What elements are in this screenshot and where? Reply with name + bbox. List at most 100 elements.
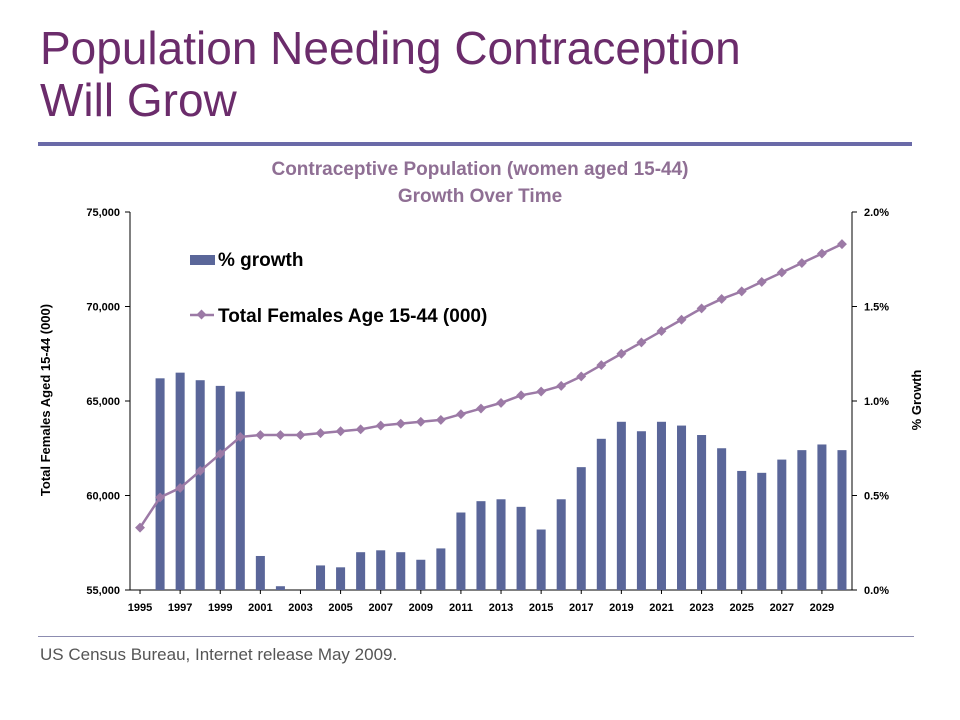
plot-area: 55,000 60,000 65,000 70,000 75,000 0.0% 0.5% 1.… bbox=[86, 207, 889, 614]
total-females-point bbox=[315, 428, 326, 439]
growth-bar bbox=[175, 372, 185, 590]
y-tick-label: 70,000 bbox=[86, 302, 120, 314]
total-females-point bbox=[516, 390, 527, 401]
y2-tick-label: 0.0% bbox=[864, 585, 889, 597]
x-tick-label: 2005 bbox=[328, 602, 352, 614]
legend: % growth Total Females Age 15-44 (000) bbox=[190, 250, 487, 327]
total-females-point bbox=[155, 492, 166, 503]
total-females-point bbox=[716, 293, 727, 304]
growth-bar bbox=[376, 550, 386, 590]
x-tick-label: 2025 bbox=[729, 602, 753, 614]
slide-title: Population Needing Contraception Will Gr… bbox=[40, 22, 920, 126]
x-tick-label: 2017 bbox=[569, 602, 593, 614]
total-females-point bbox=[295, 430, 306, 440]
total-females-point bbox=[175, 482, 186, 493]
total-females-point bbox=[816, 248, 827, 259]
legend-bar-swatch bbox=[190, 255, 215, 265]
growth-bar bbox=[496, 499, 506, 590]
x-tick-label: 1995 bbox=[128, 602, 152, 614]
total-females-point bbox=[636, 337, 647, 348]
growth-bar bbox=[456, 512, 466, 590]
growth-bar bbox=[777, 459, 787, 590]
growth-bar bbox=[235, 391, 245, 590]
total-females-point bbox=[696, 303, 707, 314]
growth-bar bbox=[656, 421, 666, 590]
x-tick-label: 2015 bbox=[529, 602, 553, 614]
x-tick-label: 2011 bbox=[449, 602, 473, 614]
growth-bar bbox=[576, 467, 586, 590]
x-tick-label: 2003 bbox=[288, 602, 312, 614]
total-females-point bbox=[455, 409, 466, 420]
growth-bar bbox=[677, 425, 687, 590]
x-tick-label: 2009 bbox=[409, 602, 433, 614]
contraceptive-population-chart: Contraceptive Population (women aged 15-… bbox=[38, 159, 924, 614]
growth-bar bbox=[837, 450, 847, 590]
growth-bar bbox=[155, 378, 165, 590]
source-note: US Census Bureau, Internet release May 2… bbox=[40, 645, 398, 664]
legend-line-marker bbox=[196, 309, 207, 320]
footer-divider bbox=[38, 636, 914, 637]
growth-bar bbox=[737, 470, 747, 590]
x-tick-label: 2001 bbox=[248, 602, 272, 614]
y2-tick-label: 2.0% bbox=[864, 207, 889, 219]
slide-title-line1: Population Needing Contraception bbox=[40, 22, 741, 74]
total-females-point bbox=[395, 418, 406, 429]
total-females-point bbox=[135, 522, 145, 533]
growth-bar bbox=[215, 385, 225, 590]
total-females-point bbox=[596, 360, 607, 371]
x-tick-label: 1997 bbox=[168, 602, 192, 614]
total-females-point bbox=[776, 267, 787, 278]
y-tick-label: 55,000 bbox=[86, 585, 120, 597]
total-females-point bbox=[837, 239, 847, 250]
y-tick-label: 65,000 bbox=[86, 396, 120, 408]
growth-bar bbox=[195, 380, 205, 590]
growth-bar bbox=[536, 529, 546, 590]
growth-bar bbox=[316, 565, 326, 590]
chart-title-line2: Growth Over Time bbox=[398, 186, 562, 207]
total-females-point bbox=[435, 414, 446, 425]
legend-bar-label: % growth bbox=[218, 250, 304, 271]
y2-tick-label: 0.5% bbox=[864, 491, 889, 503]
y-tick-label: 60,000 bbox=[86, 491, 120, 503]
total-females-point bbox=[796, 258, 807, 268]
growth-bar bbox=[797, 450, 807, 590]
total-females-point bbox=[235, 431, 246, 442]
growth-bar bbox=[817, 444, 827, 590]
y2-tick-label: 1.5% bbox=[864, 302, 889, 314]
growth-bar bbox=[396, 552, 406, 590]
x-tick-label: 2021 bbox=[649, 602, 673, 614]
title-divider bbox=[38, 142, 912, 146]
total-females-point bbox=[375, 420, 386, 431]
total-females-point bbox=[415, 416, 426, 427]
legend-line-label: Total Females Age 15-44 (000) bbox=[218, 306, 487, 327]
total-females-point bbox=[676, 314, 687, 325]
total-females-point bbox=[756, 276, 767, 287]
total-females-line bbox=[138, 242, 843, 529]
growth-bar bbox=[476, 501, 486, 590]
y-axis-label: Total Females Aged 15-44 (000) bbox=[38, 304, 53, 496]
chart-title-line1: Contraceptive Population (women aged 15-… bbox=[271, 159, 688, 180]
growth-bar bbox=[436, 548, 446, 590]
total-females-point bbox=[736, 286, 747, 297]
y2-axis-label: % Growth bbox=[909, 370, 924, 431]
total-females-point bbox=[255, 430, 266, 440]
growth-bar bbox=[596, 438, 606, 590]
total-females-point bbox=[215, 448, 226, 459]
x-tick-label: 1999 bbox=[208, 602, 232, 614]
growth-bar bbox=[616, 421, 626, 590]
total-females-point bbox=[576, 371, 587, 382]
slide-title-line2: Will Grow bbox=[40, 74, 237, 126]
total-females-point bbox=[195, 465, 206, 476]
growth-bar bbox=[255, 555, 265, 590]
growth-bar bbox=[636, 431, 646, 590]
y2-tick-label: 1.0% bbox=[864, 396, 889, 408]
total-females-point bbox=[476, 403, 486, 414]
total-females-point bbox=[536, 386, 547, 397]
x-tick-label: 2019 bbox=[609, 602, 633, 614]
total-females-point bbox=[335, 426, 346, 437]
growth-bar bbox=[516, 506, 526, 590]
y-tick-label: 75,000 bbox=[86, 207, 120, 219]
growth-bar bbox=[416, 559, 426, 590]
total-females-point bbox=[556, 380, 567, 391]
x-tick-label: 2027 bbox=[770, 602, 794, 614]
